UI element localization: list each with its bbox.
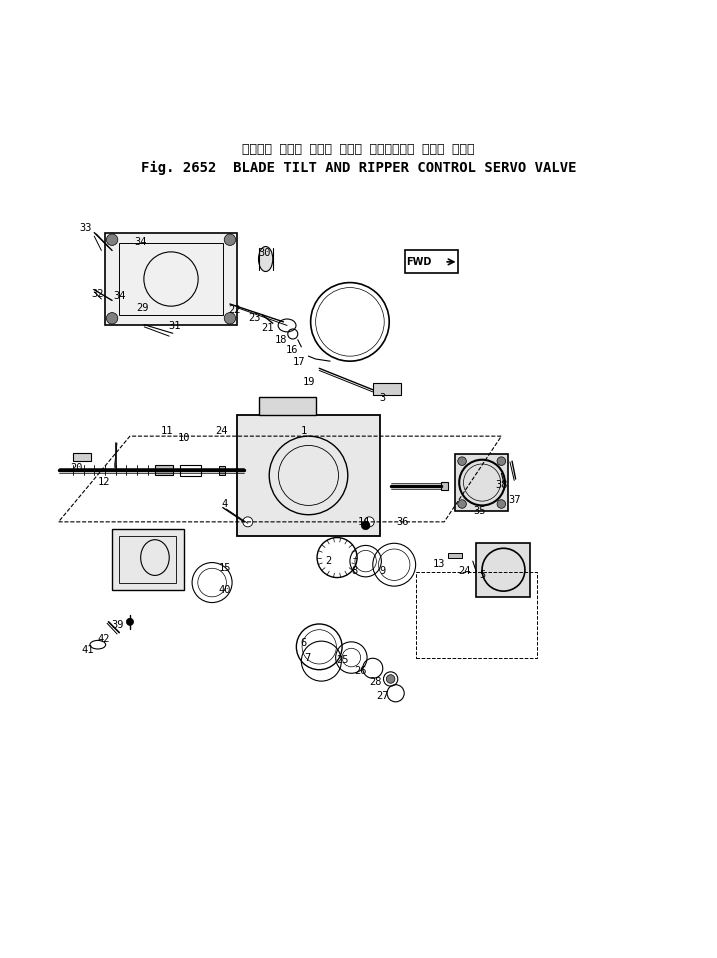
Bar xyxy=(119,536,176,582)
Text: 24: 24 xyxy=(458,566,470,576)
Text: 42: 42 xyxy=(98,634,110,644)
Text: 32: 32 xyxy=(91,289,103,299)
Text: 8: 8 xyxy=(351,566,357,576)
Text: 15: 15 xyxy=(219,562,231,573)
Text: 11: 11 xyxy=(161,426,174,436)
Text: 19: 19 xyxy=(303,376,315,387)
Text: 25: 25 xyxy=(336,655,349,666)
Text: 24: 24 xyxy=(215,426,227,436)
Circle shape xyxy=(106,234,118,245)
Circle shape xyxy=(497,457,505,466)
Text: 5: 5 xyxy=(479,570,485,580)
Circle shape xyxy=(126,618,133,626)
Circle shape xyxy=(457,500,466,509)
Text: 30: 30 xyxy=(258,248,270,259)
Bar xyxy=(259,397,315,415)
Text: 18: 18 xyxy=(275,334,287,345)
Bar xyxy=(455,454,508,512)
Text: 6: 6 xyxy=(300,638,307,648)
Text: ブレード チルト および リッパ コントロール サーボ バルブ: ブレード チルト および リッパ コントロール サーボ バルブ xyxy=(242,144,475,156)
Text: 41: 41 xyxy=(82,645,94,654)
Circle shape xyxy=(361,521,370,530)
Circle shape xyxy=(224,312,236,324)
Bar xyxy=(441,482,448,490)
Text: 37: 37 xyxy=(508,494,521,505)
Text: 40: 40 xyxy=(219,584,231,595)
Text: 36: 36 xyxy=(397,517,409,527)
Text: 1: 1 xyxy=(300,426,307,436)
Bar xyxy=(112,529,184,590)
Text: 4: 4 xyxy=(221,499,227,509)
Text: 2: 2 xyxy=(326,557,332,566)
Text: 23: 23 xyxy=(249,312,261,323)
Text: 34: 34 xyxy=(113,291,125,301)
Ellipse shape xyxy=(259,246,272,271)
Text: 38: 38 xyxy=(495,480,508,490)
Text: Fig. 2652  BLADE TILT AND RIPPER CONTROL SERVO VALVE: Fig. 2652 BLADE TILT AND RIPPER CONTROL … xyxy=(141,161,576,175)
Text: 33: 33 xyxy=(80,222,92,233)
Text: 21: 21 xyxy=(262,323,274,333)
Circle shape xyxy=(386,674,395,683)
Text: 16: 16 xyxy=(286,346,298,355)
Text: 27: 27 xyxy=(376,691,389,701)
Text: 26: 26 xyxy=(354,666,367,676)
Text: 34: 34 xyxy=(134,237,147,247)
Bar xyxy=(155,465,173,475)
Bar xyxy=(73,452,90,461)
Text: 20: 20 xyxy=(70,463,82,472)
Text: 12: 12 xyxy=(98,477,110,487)
Bar xyxy=(119,243,223,315)
Text: 29: 29 xyxy=(136,303,149,312)
Bar xyxy=(448,553,462,558)
Text: 35: 35 xyxy=(474,506,486,516)
Text: 28: 28 xyxy=(369,677,382,687)
Bar xyxy=(405,250,458,273)
Bar xyxy=(219,467,225,475)
Circle shape xyxy=(243,517,253,527)
Bar xyxy=(476,543,530,597)
Bar xyxy=(180,465,201,476)
Text: 13: 13 xyxy=(433,559,445,569)
Circle shape xyxy=(106,312,118,324)
Text: 3: 3 xyxy=(380,393,386,402)
Text: 10: 10 xyxy=(178,433,191,444)
Text: 9: 9 xyxy=(379,566,385,576)
Text: 22: 22 xyxy=(228,305,240,315)
Bar xyxy=(373,383,402,395)
Bar xyxy=(105,233,237,326)
Text: FWD: FWD xyxy=(407,257,432,267)
Text: 17: 17 xyxy=(293,357,305,367)
Circle shape xyxy=(497,500,505,509)
Circle shape xyxy=(224,234,236,245)
Text: 14: 14 xyxy=(358,517,371,527)
Text: 39: 39 xyxy=(112,620,124,629)
Circle shape xyxy=(457,457,466,466)
Circle shape xyxy=(364,517,374,527)
Bar xyxy=(237,415,380,536)
Text: 31: 31 xyxy=(168,321,181,331)
Text: 7: 7 xyxy=(304,652,310,663)
